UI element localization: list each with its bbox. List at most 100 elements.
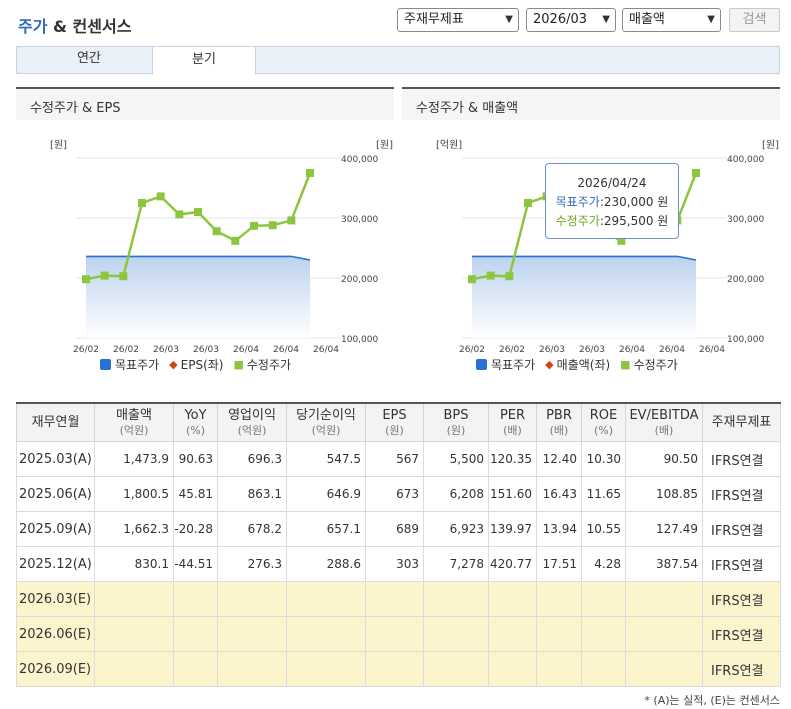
date-select[interactable]: 2026/03 ▼ bbox=[526, 8, 616, 32]
table-cell: 90.63 bbox=[173, 441, 218, 477]
table-cell: 2026.06(E) bbox=[16, 616, 95, 652]
y-tick-label: 200,000 bbox=[727, 275, 764, 285]
column-header-label: EPS bbox=[382, 407, 407, 423]
column-header: PER (배) bbox=[488, 402, 537, 442]
right-axis-unit: [원] bbox=[762, 139, 779, 151]
table-cell: 689 bbox=[365, 511, 424, 547]
table-cell: 696.3 bbox=[217, 441, 287, 477]
target-price-area bbox=[86, 256, 310, 338]
table-body: 2025.03(A) 1,473.9 90.63 696.3 547.5 567 5,500… bbox=[16, 441, 781, 687]
column-header: 영업이익 (억원) bbox=[217, 402, 287, 442]
x-tick-label: 26/02 bbox=[499, 345, 525, 355]
table-cell: IFRS연결 bbox=[702, 616, 781, 652]
legend-adj-price[interactable]: 수정주가 bbox=[633, 358, 678, 372]
column-header-unit: (억원) bbox=[311, 423, 341, 437]
column-header-label: 매출액 bbox=[116, 407, 152, 423]
table-cell: 2026.09(E) bbox=[16, 651, 95, 687]
adj-price-point bbox=[692, 169, 700, 177]
adj-price-point bbox=[175, 210, 184, 219]
legend-eps[interactable]: EPS(좌) bbox=[180, 358, 224, 372]
column-header: 매출액 (억원) bbox=[94, 402, 174, 442]
legend-target-price[interactable]: 목표주가 bbox=[115, 358, 160, 372]
y-tick-label: 400,000 bbox=[341, 155, 378, 165]
table-cell: 547.5 bbox=[286, 441, 366, 477]
column-header: PBR (배) bbox=[536, 402, 582, 442]
financial-table: 재무연월 매출액 (억원) YoY (%) 영업이익 (억원) 당기순이익 (억원) EPS (원)… bbox=[16, 402, 781, 687]
table-cell bbox=[173, 651, 218, 687]
table-cell bbox=[581, 651, 626, 687]
table-cell: 6,208 bbox=[423, 476, 489, 512]
table-cell: IFRS연결 bbox=[702, 511, 781, 547]
y-tick-label: 400,000 bbox=[727, 155, 764, 165]
table-cell bbox=[423, 581, 489, 617]
column-header-unit: (배) bbox=[654, 423, 674, 437]
tab-annual[interactable]: 연간 bbox=[77, 51, 101, 66]
table-cell: 288.6 bbox=[286, 546, 366, 582]
column-header: BPS (원) bbox=[423, 402, 489, 442]
adj-price-point bbox=[486, 271, 495, 280]
column-header-label: ROE bbox=[589, 407, 618, 423]
table-cell bbox=[536, 581, 582, 617]
table-cell: 2025.03(A) bbox=[16, 441, 95, 477]
item-select[interactable]: 매출액 ▼ bbox=[622, 8, 721, 32]
table-cell bbox=[173, 581, 218, 617]
table-cell: 1,473.9 bbox=[94, 441, 174, 477]
chart-left: [원] [원] 100,000 200,000 300,000 400,000 26/02 2… bbox=[50, 139, 393, 355]
table-cell: 678.2 bbox=[217, 511, 287, 547]
legend-target-price[interactable]: 목표주가 bbox=[491, 358, 536, 372]
table-cell: 120.35 bbox=[488, 441, 537, 477]
adj-price-point bbox=[194, 208, 202, 216]
column-header-unit: (배) bbox=[503, 423, 522, 437]
x-tick-label: 26/04 bbox=[273, 345, 299, 355]
adj-price-point bbox=[505, 272, 514, 281]
table-row: 2025.06(A) 1,800.5 45.81 863.1 646.9 673 6,208… bbox=[16, 476, 781, 512]
table-cell bbox=[536, 616, 582, 652]
column-header-unit: (%) bbox=[593, 423, 614, 437]
tab-quarterly[interactable]: 분기 bbox=[152, 46, 256, 75]
table-cell: 10.30 bbox=[581, 441, 626, 477]
table-header-row: 재무연월 매출액 (억원) YoY (%) 영업이익 (억원) 당기순이익 (억원) EPS (원)… bbox=[16, 402, 781, 442]
column-header: 당기순이익 (억원) bbox=[286, 402, 366, 442]
adj-price-point bbox=[250, 221, 258, 230]
x-tick-label: 26/04 bbox=[619, 345, 645, 355]
x-tick-label: 26/03 bbox=[579, 345, 605, 355]
square-icon: ■ bbox=[233, 358, 244, 371]
panel-header bbox=[16, 89, 394, 120]
search-button[interactable]: 검색 bbox=[729, 8, 780, 32]
target-price-area bbox=[472, 256, 696, 338]
table-cell: 567 bbox=[365, 441, 424, 477]
adj-price-point bbox=[306, 169, 314, 177]
column-header-unit: (%) bbox=[185, 423, 206, 437]
report-type-select[interactable]: 주재무제표 ▼ bbox=[397, 8, 519, 32]
x-tick-label: 26/03 bbox=[539, 345, 565, 355]
table-cell bbox=[94, 651, 174, 687]
table-cell bbox=[488, 581, 537, 617]
column-header-unit: (원) bbox=[385, 423, 404, 437]
x-tick-label: 26/02 bbox=[459, 345, 485, 355]
table-cell: 276.3 bbox=[217, 546, 287, 582]
column-header: 주재무제표 bbox=[702, 402, 781, 442]
tooltip-value-adj: :295,500 원 bbox=[599, 214, 669, 228]
target-price-line bbox=[472, 255, 697, 261]
chevron-down-icon: ▼ bbox=[505, 14, 513, 25]
table-cell: 657.1 bbox=[286, 511, 366, 547]
column-header-label: YoY bbox=[184, 407, 207, 423]
legend-revenue[interactable]: 매출액(좌) bbox=[556, 358, 611, 372]
x-tick-label: 26/04 bbox=[313, 345, 339, 355]
table-cell: 5,500 bbox=[423, 441, 489, 477]
table-cell: 2026.03(E) bbox=[16, 581, 95, 617]
table-cell: -20.28 bbox=[173, 511, 218, 547]
column-header-label: EV/EBITDA bbox=[629, 407, 699, 423]
table-cell: 127.49 bbox=[625, 511, 703, 547]
panel-divider bbox=[402, 87, 780, 89]
tooltip-value-target: :230,000 원 bbox=[599, 195, 669, 209]
footnote: * (A)는 실적, (E)는 컨센서스 bbox=[644, 694, 780, 707]
adj-price-point bbox=[468, 275, 476, 284]
chart-right: [억원] [원] 100,000 200,000 300,000 400,000 26/02… bbox=[436, 139, 779, 355]
legend-adj-price[interactable]: 수정주가 bbox=[246, 358, 292, 372]
chart-left-legend: 목표주가 ◆ EPS(좌) ■ 수정주가 bbox=[100, 356, 291, 373]
table-row: 2026.03(E) IFRS연결 bbox=[16, 581, 781, 617]
legend-target-price-swatch bbox=[100, 359, 111, 370]
chart-tooltip: 2026/04/24 목표주가:230,000 원 수정주가:295,500 원 bbox=[545, 163, 679, 239]
table-cell bbox=[94, 616, 174, 652]
